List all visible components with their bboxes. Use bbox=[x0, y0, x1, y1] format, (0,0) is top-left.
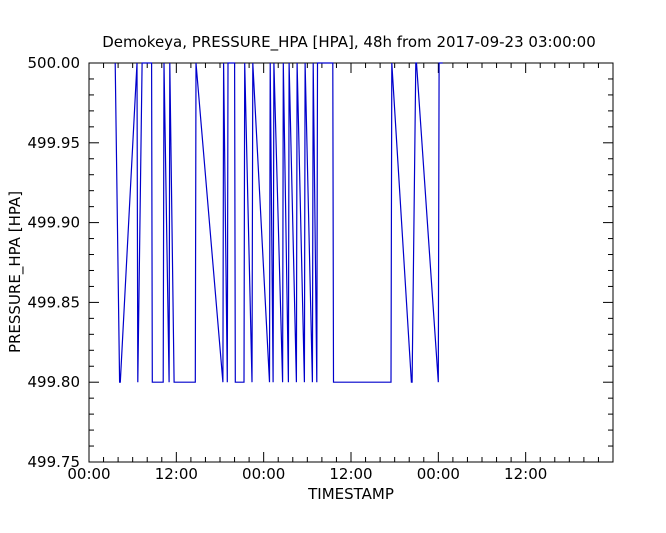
y-tick-label: 499.75 bbox=[28, 453, 81, 471]
x-axis-label: TIMESTAMP bbox=[307, 485, 394, 503]
y-tick-label: 499.90 bbox=[28, 214, 81, 232]
y-axis-label: PRESSURE_HPA [HPA] bbox=[6, 191, 25, 353]
x-tick-label: 00:00 bbox=[417, 465, 460, 483]
x-tick-label: 12:00 bbox=[155, 465, 198, 483]
x-tick-label: 12:00 bbox=[504, 465, 547, 483]
y-tick-label: 500.00 bbox=[28, 54, 81, 72]
plot-series bbox=[114, 62, 443, 383]
x-tick-label: 00:00 bbox=[67, 465, 110, 483]
series-line bbox=[114, 62, 443, 383]
tick-labels: 00:00 12:00 00:00 12:00 00:00 12:00 499.75 499.… bbox=[28, 54, 548, 483]
x-tick-label: 12:00 bbox=[329, 465, 372, 483]
x-tick-label: 00:00 bbox=[242, 465, 285, 483]
y-tick-label: 499.85 bbox=[28, 293, 81, 311]
chart-title: Demokeya, PRESSURE_HPA [HPA], 48h from 2… bbox=[102, 33, 596, 52]
y-tick-label: 499.80 bbox=[28, 373, 81, 391]
y-tick-label: 499.95 bbox=[28, 134, 81, 152]
